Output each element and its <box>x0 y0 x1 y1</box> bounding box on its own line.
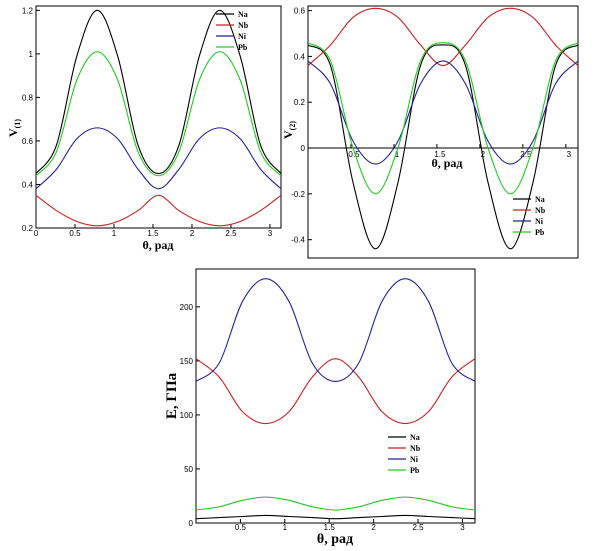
legend-label-pb: Pb <box>535 228 545 237</box>
chart-v2: 0.5 1 1.5 2 2.5 3-0.4-0.200.20.40.6 NaNbNiPb … <box>281 5 579 259</box>
x-tick-label: 1 <box>395 150 400 159</box>
legend-label-ni: Ni <box>238 32 247 41</box>
x-tick-label: 2 <box>190 229 195 238</box>
series-line-ni <box>196 278 475 382</box>
x-tick-label: 3 <box>460 523 465 532</box>
series-line-ni <box>36 127 281 190</box>
y-axis-title-sub: (2) <box>288 121 297 131</box>
y-tick-label: 0.2 <box>294 98 306 107</box>
x-tick-label: 0.5 <box>348 150 360 159</box>
legend-label-nb: Nb <box>238 21 249 30</box>
x-tick-label: 1.5 <box>434 150 446 159</box>
series-line-nb <box>196 358 475 425</box>
svg-text:V(2): V(2) <box>281 121 297 139</box>
chart-e: 0.5 1 1.5 2 2.5 3 0 50 100 150 200 Na Nb Ni Pb θ, рад… <box>164 268 476 547</box>
y-tick-label: 100 <box>180 411 194 420</box>
legend-label-na: Na <box>410 433 420 442</box>
legend-label-nb: Nb <box>410 444 421 453</box>
series-line-ni <box>308 60 578 165</box>
y-axis-title: V(1) <box>6 119 22 137</box>
legend-label-ni: Ni <box>410 455 419 464</box>
legend: Na Nb Ni Pb <box>216 10 249 52</box>
y-tick-label: 150 <box>180 357 194 366</box>
x-axis-title: θ, рад <box>431 156 462 170</box>
y-axis-title: V(2) <box>281 121 297 139</box>
plot-frame <box>35 5 282 229</box>
y-axis-title-sub: (1) <box>13 119 22 129</box>
plot-frame <box>195 268 476 524</box>
x-tick-label: 3 <box>567 150 572 159</box>
y-tick-label: 0.2 <box>22 224 34 233</box>
y-tick-label: 0 <box>301 144 306 153</box>
y-tick-label: 1 <box>29 50 34 59</box>
plot-frame <box>307 5 579 259</box>
y-tick-label: 200 <box>180 303 194 312</box>
y-tick-label: 0.8 <box>22 93 34 102</box>
x-axis-title: θ, рад <box>142 238 173 252</box>
y-tick-label: 0.4 <box>22 180 34 189</box>
legend: Na Nb Ni Pb <box>513 195 546 237</box>
x-tick-label: 3 <box>268 229 273 238</box>
legend-label-na: Na <box>535 195 545 204</box>
x-tick-label: 2.5 <box>520 150 532 159</box>
legend-label-nb: Nb <box>535 206 546 215</box>
x-tick-label: 0.5 <box>69 229 81 238</box>
series-line-na <box>196 514 475 520</box>
y-tick-label: -0.4 <box>291 236 305 245</box>
x-tick-label: 1.5 <box>324 523 336 532</box>
y-tick-label: 0.6 <box>22 137 34 146</box>
legend-label-pb: Pb <box>238 43 248 52</box>
chart-marks: 0.5 1 1.5 2 2.5 3 -0.4 -0.2 0 0.2 0.4 0.6 <box>291 7 578 250</box>
legend-label-ni: Ni <box>535 217 544 226</box>
series-line-pb <box>308 42 578 195</box>
x-axis-title: θ, рад <box>317 532 353 547</box>
svg-text:V(1): V(1) <box>6 119 22 137</box>
y-axis-title: E, ГПа <box>164 372 180 419</box>
x-tick-label: 0 <box>34 229 39 238</box>
y-axis-title-main: V <box>281 130 295 139</box>
series-line-nb <box>36 194 281 227</box>
series-line-na <box>308 44 578 250</box>
x-tick-label: 2.5 <box>412 523 424 532</box>
series-line-na <box>36 9 281 175</box>
x-tick-label: 0.5 <box>235 523 247 532</box>
series-line-nb <box>308 7 578 67</box>
chart-marks: 0.5 1 1.5 2 2.5 3 0 50 100 150 200 <box>180 278 475 532</box>
x-tick-label: 2.5 <box>225 229 237 238</box>
x-tick-label: 2 <box>481 150 486 159</box>
series-line-pb <box>36 51 281 177</box>
x-tick-label: 2 <box>371 523 376 532</box>
legend: Na Nb Ni Pb <box>388 433 421 475</box>
y-tick-label: 0.4 <box>294 52 306 61</box>
y-tick-label: 50 <box>184 465 193 474</box>
y-tick-label: 0 <box>189 519 194 528</box>
chart-v1: 0 0.5 1 1.5 2 2.5 3 0.2 0.4 0.6 0.8 1 1.2 Na Nb Ni Pb θ… <box>6 5 282 252</box>
legend-label-na: Na <box>238 10 248 19</box>
y-tick-label: 0.6 <box>294 7 306 16</box>
x-tick-label: 1.5 <box>147 229 159 238</box>
chart-marks: 0 0.5 1 1.5 2 2.5 3 0.2 0.4 0.6 0.8 1 1.2 <box>22 6 281 238</box>
series-line-pb <box>196 496 475 511</box>
x-tick-label: 1 <box>112 229 117 238</box>
y-tick-label: 1.2 <box>22 6 34 15</box>
y-tick-label: -0.2 <box>291 190 305 199</box>
y-axis-title-main: V <box>6 128 20 137</box>
x-tick-label: 1 <box>283 523 288 532</box>
legend-label-pb: Pb <box>410 466 420 475</box>
y-axis-title-main: E, ГПа <box>164 372 180 419</box>
